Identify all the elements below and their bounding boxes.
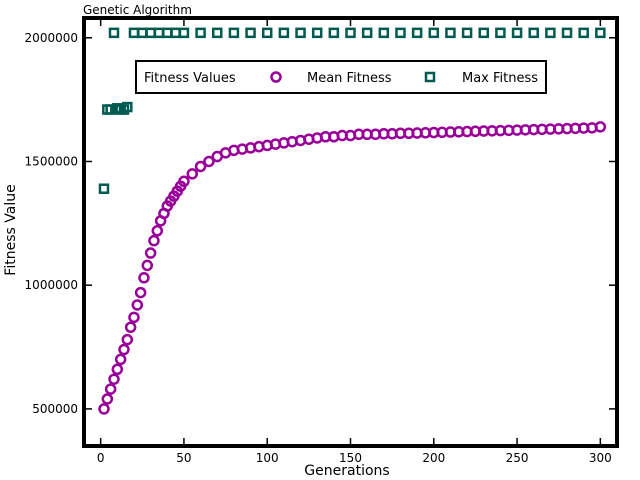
x-tick-label: 100 bbox=[256, 451, 279, 465]
mean-fitness-point bbox=[104, 383, 117, 395]
legend-max-label: Max Fitness bbox=[462, 71, 538, 86]
mean-fitness-point bbox=[108, 373, 120, 385]
legend-mean-marker bbox=[270, 71, 282, 83]
max-fitness-point bbox=[395, 27, 406, 39]
legend: Fitness Values Mean Fitness Max Fitness bbox=[135, 60, 547, 94]
mean-fitness-point bbox=[178, 175, 190, 188]
max-fitness-point bbox=[345, 27, 356, 39]
max-fitness-point bbox=[495, 27, 506, 39]
max-fitness-point bbox=[478, 27, 489, 39]
y-tick-label: 1000000 bbox=[25, 278, 78, 292]
mean-fitness-point bbox=[141, 259, 154, 272]
x-tick-label: 200 bbox=[422, 451, 445, 465]
mean-fitness-point bbox=[144, 247, 157, 259]
mean-fitness-point bbox=[121, 333, 134, 346]
mean-fitness-point bbox=[118, 343, 130, 356]
y-tick-label: 2000000 bbox=[25, 31, 78, 45]
max-fitness-point bbox=[162, 27, 173, 39]
x-tick-label: 300 bbox=[589, 451, 612, 465]
max-fitness-point bbox=[561, 27, 573, 39]
max-fitness-point bbox=[328, 27, 340, 39]
legend-title: Fitness Values bbox=[144, 71, 236, 86]
mean-fitness-point bbox=[131, 299, 144, 311]
mean-fitness-point bbox=[98, 403, 110, 415]
y-tick-label: 1500000 bbox=[25, 154, 78, 168]
chart-title: Genetic Algorithm bbox=[83, 3, 192, 17]
max-fitness-point bbox=[178, 27, 190, 39]
max-fitness-point bbox=[195, 27, 206, 39]
mean-fitness-point bbox=[114, 353, 127, 366]
legend-max-marker bbox=[424, 71, 436, 83]
max-fitness-point bbox=[445, 27, 456, 39]
max-fitness-point bbox=[170, 27, 181, 39]
mean-fitness-point bbox=[138, 272, 150, 284]
max-fitness-point bbox=[245, 27, 256, 39]
mean-fitness-point bbox=[124, 321, 137, 333]
x-tick-label: 150 bbox=[339, 451, 362, 465]
max-fitness-point bbox=[545, 27, 556, 39]
mean-fitness-point bbox=[148, 234, 160, 247]
mean-fitness-point bbox=[128, 311, 140, 324]
max-fitness-point bbox=[378, 27, 390, 39]
max-fitness-point bbox=[137, 27, 148, 39]
mean-fitness-point bbox=[594, 121, 607, 133]
x-tick-label: 50 bbox=[176, 451, 191, 465]
max-fitness-point bbox=[528, 27, 539, 39]
x-tick-label: 0 bbox=[97, 451, 105, 465]
max-fitness-point bbox=[361, 27, 373, 39]
max-fitness-point bbox=[105, 104, 116, 115]
max-fitness-point bbox=[595, 27, 606, 39]
max-fitness-point bbox=[295, 27, 306, 39]
y-tick-label: 500000 bbox=[32, 402, 78, 416]
y-axis-label: Fitness Value bbox=[3, 184, 19, 275]
mean-fitness-point bbox=[101, 393, 114, 405]
max-fitness-point bbox=[511, 27, 523, 39]
legend-box bbox=[135, 60, 547, 94]
mean-fitness-point bbox=[203, 155, 215, 168]
legend-mean-label: Mean Fitness bbox=[307, 71, 392, 86]
max-fitness-point bbox=[228, 27, 240, 39]
max-fitness-point bbox=[311, 27, 323, 39]
max-fitness-point bbox=[428, 27, 440, 39]
max-fitness-point bbox=[153, 27, 165, 39]
max-fitness-point bbox=[411, 27, 423, 39]
mean-fitness-point bbox=[186, 168, 199, 180]
max-fitness-point bbox=[578, 27, 589, 39]
plot-marks bbox=[98, 27, 607, 415]
mean-fitness-point bbox=[151, 225, 164, 237]
max-fitness-point bbox=[261, 27, 273, 39]
mean-fitness-point bbox=[134, 286, 147, 299]
max-fitness-point bbox=[461, 27, 473, 39]
plot-frame bbox=[82, 16, 619, 448]
mean-fitness-point bbox=[111, 363, 124, 376]
max-fitness-point bbox=[145, 27, 156, 39]
x-axis-label: Generations bbox=[304, 463, 389, 479]
max-fitness-point bbox=[98, 183, 110, 194]
max-fitness-point bbox=[128, 27, 140, 39]
x-tick-label: 250 bbox=[506, 451, 529, 465]
max-fitness-point bbox=[278, 27, 290, 39]
max-fitness-point bbox=[122, 101, 133, 113]
max-fitness-point bbox=[212, 27, 223, 39]
mean-fitness-point bbox=[194, 160, 207, 173]
max-fitness-point bbox=[108, 27, 120, 39]
